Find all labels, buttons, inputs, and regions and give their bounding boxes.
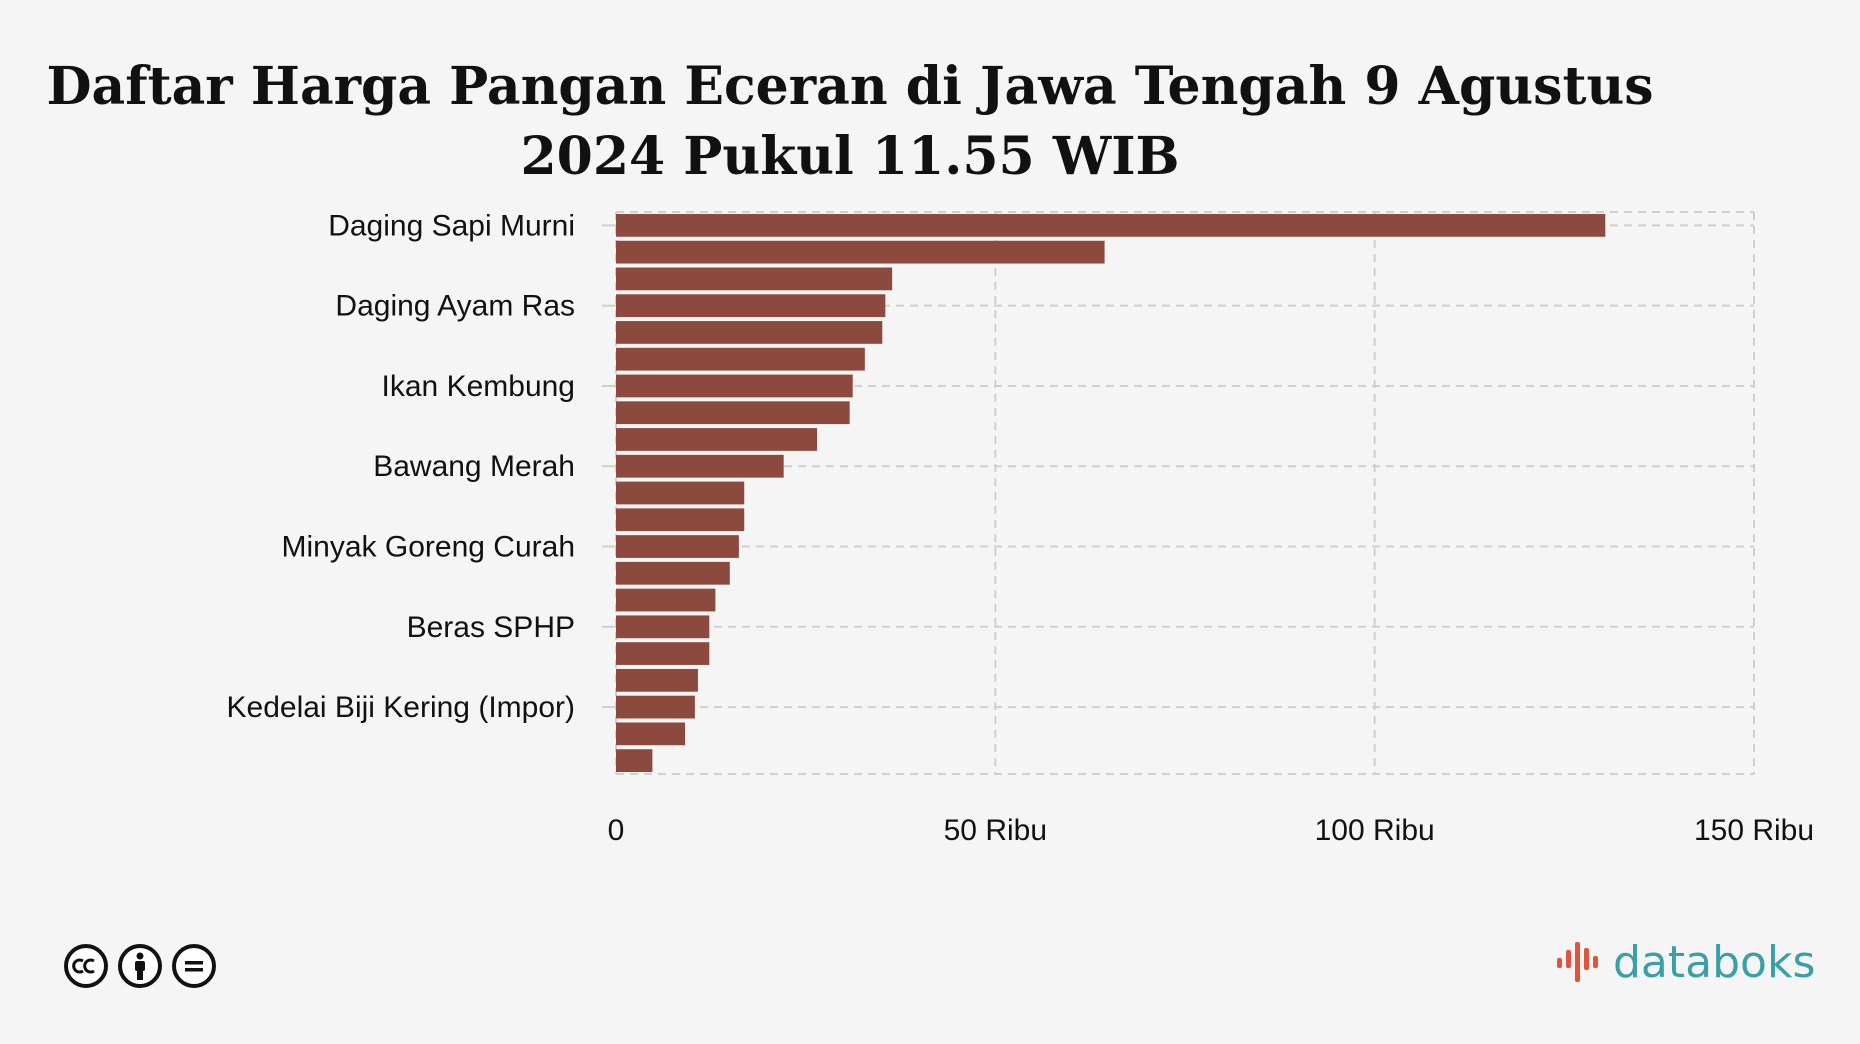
bar xyxy=(616,668,698,692)
bar xyxy=(616,588,716,612)
bar xyxy=(616,615,710,639)
category-label: Bawang Merah xyxy=(373,450,575,483)
bar xyxy=(616,642,710,665)
x-axis-tick-labels: 0 50 Ribu 100 Ribu 150 Ribu xyxy=(608,814,1814,847)
x-tick-label: 50 Ribu xyxy=(944,814,1047,847)
category-label: Daging Sapi Murni xyxy=(328,209,575,242)
license-icons xyxy=(64,944,216,988)
bar xyxy=(616,240,1105,264)
category-label: Daging Ayam Ras xyxy=(335,290,575,323)
bar xyxy=(616,347,865,371)
category-label: Minyak Goreng Curah xyxy=(282,531,575,564)
category-label: Beras SPHP xyxy=(407,611,575,644)
bar xyxy=(616,561,730,585)
by-icon xyxy=(118,944,162,988)
bar xyxy=(616,321,883,344)
bar xyxy=(616,401,850,425)
bar xyxy=(616,374,853,398)
bar xyxy=(616,722,686,746)
x-tick-label: 0 xyxy=(608,814,625,847)
brand-name: databoks xyxy=(1613,936,1816,988)
bar xyxy=(616,214,1606,237)
bar xyxy=(616,294,886,318)
bar xyxy=(616,535,739,558)
bar xyxy=(616,481,745,505)
bar xyxy=(616,267,893,291)
x-tick-label: 100 Ribu xyxy=(1315,814,1435,847)
nd-icon xyxy=(172,944,216,988)
databoks-mark-icon xyxy=(1557,942,1598,982)
cc-icon xyxy=(64,944,108,988)
bar xyxy=(616,454,784,478)
chart-title: Daftar Harga Pangan Eceran di Jawa Tenga… xyxy=(46,56,1654,187)
bar xyxy=(616,749,653,772)
category-label: Kedelai Biji Kering (Impor) xyxy=(227,691,575,724)
bar xyxy=(616,428,818,451)
databoks-logo: databoks xyxy=(1555,932,1815,992)
x-tick-label: 150 Ribu xyxy=(1694,814,1814,847)
bars xyxy=(616,214,1606,772)
category-label: Ikan Kembung xyxy=(382,370,575,403)
bar xyxy=(616,508,745,532)
bar xyxy=(616,695,695,719)
category-labels: Daging Sapi Murni Daging Ayam Ras Ikan Kem… xyxy=(227,209,575,724)
